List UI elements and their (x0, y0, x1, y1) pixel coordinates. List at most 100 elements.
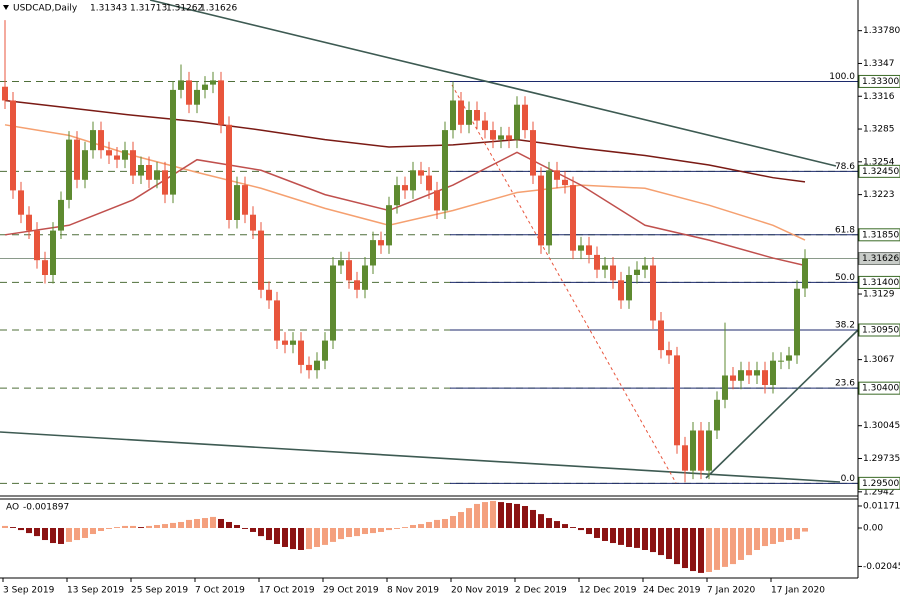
ao-bar (34, 528, 40, 537)
ao-bar (394, 528, 400, 529)
candle-body (138, 165, 144, 176)
ao-bar (330, 528, 336, 542)
ao-bar (218, 518, 224, 529)
x-tick-label: 7 Oct 2019 (195, 586, 245, 596)
x-tick-label: 13 Sep 2019 (67, 586, 124, 596)
candle-body (210, 80, 216, 85)
candle-body (538, 175, 544, 246)
candle-body (618, 280, 624, 301)
ao-bar (226, 521, 232, 529)
candle-body (26, 214, 32, 231)
ao-bar (738, 528, 744, 560)
price-box (858, 275, 900, 289)
candle-body (506, 135, 512, 140)
ao-bar (426, 521, 432, 529)
candle-body (274, 300, 280, 341)
x-tick-label: 29 Oct 2019 (323, 586, 379, 596)
candle-body (410, 170, 416, 191)
candle-body (434, 190, 440, 211)
candle-body (498, 135, 504, 140)
ao-bar (698, 528, 704, 573)
candle-body (778, 360, 784, 362)
ao-bar (530, 509, 536, 529)
ao-bar (714, 528, 720, 570)
price-box (858, 381, 900, 395)
ao-bar (242, 528, 248, 529)
price-box-label: 1.30950 (862, 326, 899, 336)
ao-bar (730, 528, 736, 565)
ao-bar (258, 528, 264, 537)
candle-body (786, 355, 792, 361)
ao-bar (466, 508, 472, 529)
candle-body (218, 80, 224, 125)
ao-bar (306, 528, 312, 550)
candle-body (674, 355, 680, 446)
level-label: 61.8 (835, 225, 855, 235)
y-tick-label: -0.02045 (863, 562, 900, 572)
candle-body (546, 170, 552, 246)
ao-bar (186, 519, 192, 529)
ao-bar (346, 528, 352, 538)
candle-body (282, 340, 288, 345)
candle-body (450, 100, 456, 131)
ao-bar (210, 516, 216, 529)
candle-body (482, 120, 488, 131)
ao-bar (546, 518, 552, 529)
candle-body (178, 80, 184, 90)
ao-bar (482, 502, 488, 529)
ao-bar (370, 528, 376, 534)
candle-body (578, 245, 584, 251)
ao-bar (538, 514, 544, 529)
trend-line (0, 431, 841, 483)
y-tick-label: 1.30045 (863, 421, 900, 431)
candles-layer (2, 20, 808, 483)
candle-body (762, 370, 768, 385)
candle-body (442, 130, 448, 211)
x-tick-label: 12 Dec 2019 (579, 586, 637, 596)
candle-body (234, 185, 240, 220)
candle-body (226, 124, 232, 220)
ao-bar (594, 528, 600, 538)
candle-body (522, 104, 528, 131)
ao-bar (522, 506, 528, 529)
candle-body (338, 260, 344, 266)
candle-body (418, 170, 424, 176)
candle-body (642, 265, 648, 270)
ao-bar (162, 524, 168, 529)
ao-bar (626, 528, 632, 547)
ao-bar (674, 528, 680, 565)
candle-body (74, 139, 80, 180)
ao-bar (794, 528, 800, 540)
candle-body (514, 104, 520, 140)
candle-body (346, 260, 352, 281)
candle-body (98, 130, 104, 151)
candle-body (394, 185, 400, 206)
ao-bar (562, 524, 568, 529)
candle-body (570, 185, 576, 251)
y-tick-label: 1.2942 (863, 487, 895, 497)
candle-body (650, 265, 656, 321)
ao-bar (194, 518, 200, 529)
y-tick-label: 1.33780 (863, 26, 900, 36)
ao-bar (66, 528, 72, 542)
candle-body (458, 100, 464, 125)
ao-bar (418, 524, 424, 529)
ao-bar (442, 518, 448, 529)
ao-bar (154, 524, 160, 529)
fib-trend-line (451, 84, 677, 484)
x-tick-label: 17 Jan 2020 (771, 586, 825, 596)
candle-body (298, 340, 304, 365)
price-box (858, 476, 900, 490)
level-label: 100.0 (829, 72, 855, 82)
y-tick-label: 0.011716 (863, 501, 900, 511)
candle-body (322, 340, 328, 361)
candle-body (266, 289, 272, 301)
current-price-label: 1.31626 (862, 254, 899, 264)
candle-body (106, 150, 112, 156)
candle-body (146, 165, 152, 180)
candle-body (770, 360, 776, 385)
ao-bar (802, 528, 808, 532)
axis-layer: 1.33780 1.3347 1.3316 1.3285 1.3254 1.3223 1.3… (2, 26, 900, 596)
candle-body (378, 240, 384, 246)
